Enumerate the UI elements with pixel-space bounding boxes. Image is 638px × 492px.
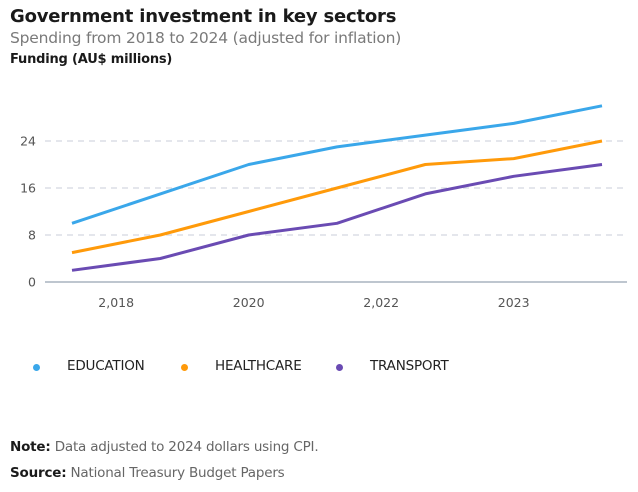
source-label: Source: bbox=[10, 465, 67, 481]
legend: EDUCATION HEALTHCARE TRANSPORT bbox=[0, 357, 638, 377]
series-line-transport[interactable] bbox=[71, 163, 603, 272]
source-line: Source: National Treasury Budget Papers bbox=[10, 465, 285, 481]
legend-label-education: EDUCATION bbox=[67, 358, 145, 374]
y-tick-label: 16 bbox=[20, 181, 36, 196]
y-tick-label: 8 bbox=[28, 228, 36, 243]
line-chart: 0 8 16 24 2,018 2020 2,022 2023 bbox=[20, 104, 627, 310]
legend-item-transport[interactable] bbox=[336, 357, 343, 377]
x-tick-label: 2023 bbox=[498, 295, 530, 310]
y-tick-label: 0 bbox=[28, 275, 36, 290]
legend-marker-icon bbox=[33, 363, 40, 371]
legend-marker-icon bbox=[181, 363, 188, 371]
chart-title: Government investment in key sectors bbox=[10, 6, 397, 27]
x-axis-ticks: 2,018 2020 2,022 2023 bbox=[98, 295, 529, 310]
y-tick-label: 24 bbox=[20, 134, 36, 149]
legend-item-healthcare[interactable] bbox=[181, 357, 188, 377]
series-lines bbox=[71, 104, 603, 272]
note-text: Data adjusted to 2024 dollars using CPI. bbox=[54, 439, 319, 455]
note-line: Note: Data adjusted to 2024 dollars usin… bbox=[10, 439, 319, 455]
legend-marker-icon bbox=[336, 363, 343, 371]
legend-label-transport: TRANSPORT bbox=[370, 358, 449, 374]
y-axis-title: Funding (AU$ millions) bbox=[10, 52, 173, 67]
source-text: National Treasury Budget Papers bbox=[70, 465, 285, 481]
x-tick-label: 2,018 bbox=[98, 295, 134, 310]
series-line-education[interactable] bbox=[71, 104, 603, 225]
note-label: Note: bbox=[10, 439, 51, 455]
y-axis-ticks: 0 8 16 24 bbox=[20, 134, 36, 290]
x-tick-label: 2,022 bbox=[363, 295, 399, 310]
x-tick-label: 2020 bbox=[233, 295, 265, 310]
series-line-healthcare[interactable] bbox=[71, 139, 603, 255]
legend-item-education[interactable] bbox=[33, 357, 40, 377]
chart-subtitle: Spending from 2018 to 2024 (adjusted for… bbox=[10, 29, 402, 47]
legend-label-healthcare: HEALTHCARE bbox=[215, 358, 302, 374]
